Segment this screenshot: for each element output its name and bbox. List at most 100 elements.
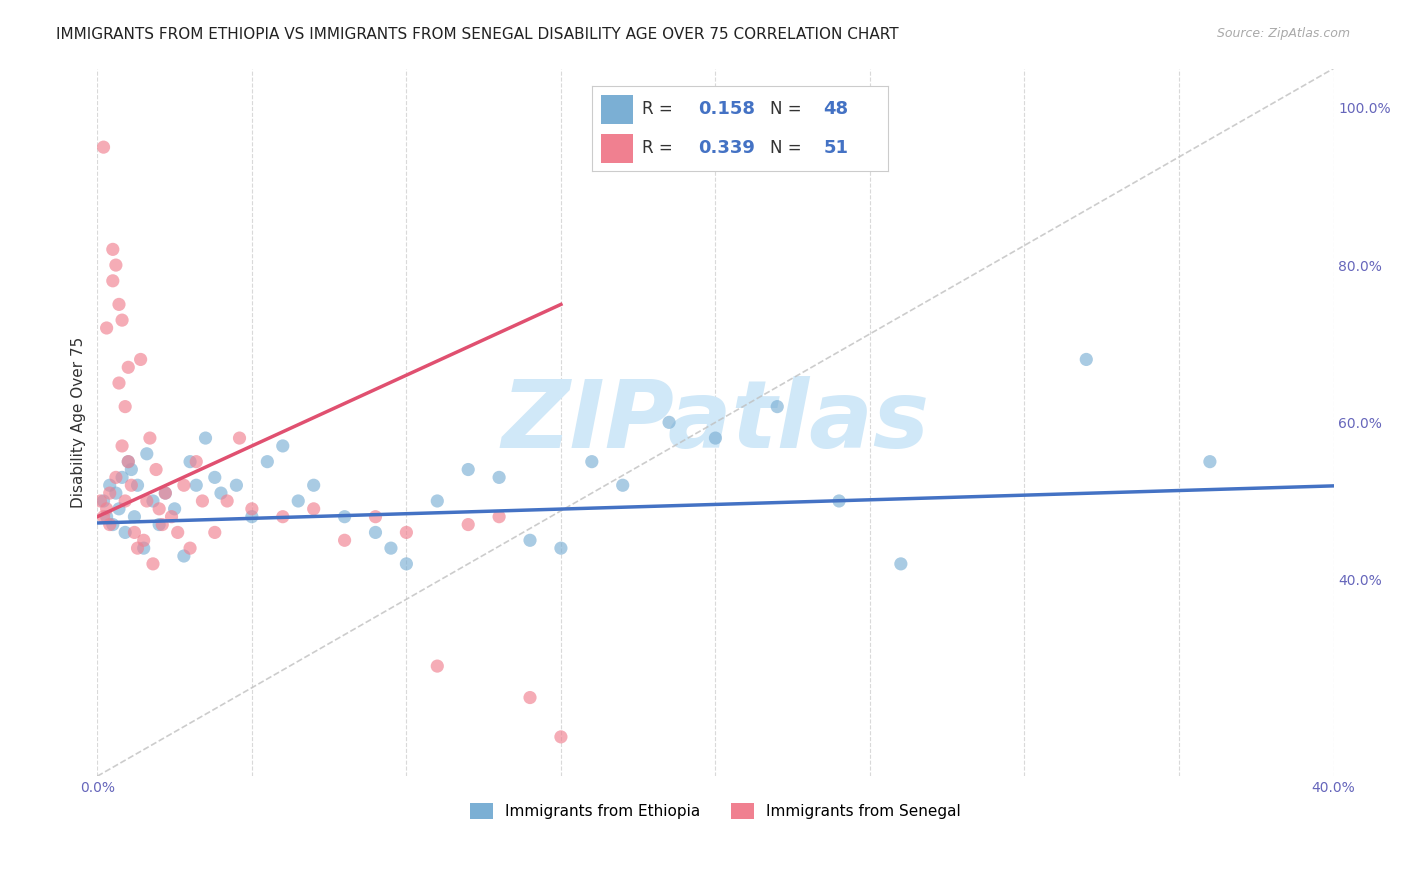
Point — [163, 501, 186, 516]
Point — [550, 541, 572, 556]
Point — [550, 730, 572, 744]
Point — [1076, 352, 1098, 367]
Point — [179, 455, 201, 469]
Point — [139, 431, 162, 445]
Text: IMMIGRANTS FROM ETHIOPIA VS IMMIGRANTS FROM SENEGAL DISABILITY AGE OVER 75 CORRE: IMMIGRANTS FROM ETHIOPIA VS IMMIGRANTS F… — [56, 27, 898, 42]
Point — [426, 494, 449, 508]
Point — [256, 455, 278, 469]
Point — [96, 321, 118, 335]
Point — [380, 541, 402, 556]
Point — [173, 549, 195, 563]
Point — [132, 541, 155, 556]
Point — [142, 557, 165, 571]
Point — [240, 501, 263, 516]
Point — [204, 525, 226, 540]
Point — [225, 478, 247, 492]
Point — [98, 478, 121, 492]
Point — [104, 470, 127, 484]
Point — [108, 501, 131, 516]
Point — [287, 494, 309, 508]
Point — [101, 243, 124, 257]
Point — [101, 517, 124, 532]
Point — [228, 431, 250, 445]
Legend: Immigrants from Ethiopia, Immigrants from Senegal: Immigrants from Ethiopia, Immigrants fro… — [464, 797, 967, 825]
Point — [132, 533, 155, 548]
Point — [581, 455, 603, 469]
Point — [166, 525, 188, 540]
Point — [1199, 455, 1222, 469]
Point — [135, 494, 157, 508]
Point — [333, 509, 356, 524]
Point — [179, 541, 201, 556]
Point — [766, 400, 789, 414]
Point — [117, 360, 139, 375]
Point — [148, 501, 170, 516]
Point — [395, 557, 418, 571]
Point — [240, 509, 263, 524]
Point — [519, 533, 541, 548]
Point — [155, 486, 177, 500]
Point — [124, 525, 146, 540]
Point — [145, 462, 167, 476]
Point — [114, 494, 136, 508]
Point — [93, 140, 115, 154]
Point — [271, 509, 294, 524]
Point — [457, 462, 479, 476]
Point — [89, 494, 111, 508]
Point — [364, 525, 387, 540]
Point — [111, 439, 134, 453]
Point — [117, 455, 139, 469]
Point — [209, 486, 232, 500]
Point — [127, 478, 149, 492]
Point — [173, 478, 195, 492]
Point — [186, 478, 208, 492]
Point — [457, 517, 479, 532]
Point — [96, 501, 118, 516]
Point — [93, 509, 115, 524]
Point — [150, 517, 173, 532]
Point — [364, 509, 387, 524]
Point — [488, 509, 510, 524]
Point — [120, 478, 142, 492]
Point — [111, 313, 134, 327]
Point — [142, 494, 165, 508]
Point — [117, 455, 139, 469]
Point — [704, 431, 727, 445]
Point — [333, 533, 356, 548]
Text: Source: ZipAtlas.com: Source: ZipAtlas.com — [1216, 27, 1350, 40]
Point — [98, 517, 121, 532]
Point — [191, 494, 214, 508]
Point — [101, 274, 124, 288]
Point — [186, 455, 208, 469]
Point — [98, 486, 121, 500]
Point — [114, 400, 136, 414]
Point — [395, 525, 418, 540]
Point — [426, 659, 449, 673]
Point — [302, 478, 325, 492]
Point — [114, 525, 136, 540]
Point — [519, 690, 541, 705]
Point — [612, 478, 634, 492]
Point — [127, 541, 149, 556]
Point — [155, 486, 177, 500]
Point — [890, 557, 912, 571]
Point — [104, 258, 127, 272]
Point — [217, 494, 239, 508]
Point — [488, 470, 510, 484]
Point — [120, 462, 142, 476]
Point — [96, 509, 118, 524]
Point — [204, 470, 226, 484]
Point — [108, 376, 131, 390]
Point — [160, 509, 183, 524]
Point — [135, 447, 157, 461]
Point — [302, 501, 325, 516]
Point — [129, 352, 152, 367]
Point — [658, 415, 681, 429]
Y-axis label: Disability Age Over 75: Disability Age Over 75 — [72, 336, 86, 508]
Point — [271, 439, 294, 453]
Point — [93, 494, 115, 508]
Point — [111, 470, 134, 484]
Point — [828, 494, 851, 508]
Point — [124, 509, 146, 524]
Point — [148, 517, 170, 532]
